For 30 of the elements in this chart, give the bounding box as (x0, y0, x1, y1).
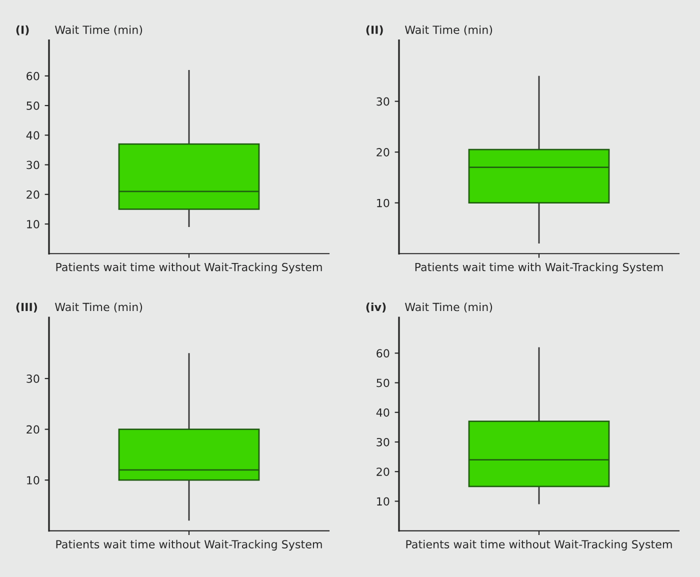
y-tick-label: 30 (26, 374, 40, 383)
chart-title: (III) (16, 302, 38, 312)
y-tick-label: 20 (26, 425, 40, 434)
x-tick-label: Patients wait time without Wait-Tracking System (56, 262, 322, 274)
y-tick-label: 10 (377, 497, 390, 506)
chart-title: (I) (16, 25, 29, 36)
y-tick-label: 60 (26, 72, 40, 80)
y-tick-label: 40 (376, 408, 390, 417)
y-tick-label: 60 (376, 349, 390, 358)
y-tick-label: 30 (376, 97, 390, 106)
x-tick-label: Patients wait time without Wait-Tracking System (56, 540, 322, 551)
y-tick-label: 40 (26, 131, 40, 140)
x-tick-label: Patients wait time without Wait-Tracking System (406, 540, 672, 551)
y-tick-label: 30 (376, 438, 390, 446)
y-axis-title: Wait Time (min) (404, 302, 492, 312)
y-axis-title: Wait Time (min) (54, 302, 142, 312)
y-axis-title: Wait Time (min) (54, 25, 142, 36)
y-tick-label: 10 (377, 198, 390, 208)
y-tick-label: 10 (27, 476, 40, 484)
x-tick-label: Patients wait time with Wait-Tracking System (415, 262, 663, 274)
chart-title: (iv) (366, 302, 386, 312)
y-tick-label: 10 (27, 220, 40, 228)
y-tick-label: 20 (376, 148, 390, 156)
chart-title: (II) (366, 25, 383, 36)
y-tick-label: 50 (26, 102, 40, 110)
y-tick-label: 20 (26, 190, 40, 199)
y-axis-title: Wait Time (min) (404, 25, 492, 36)
y-tick-label: 30 (26, 160, 40, 170)
y-tick-label: 50 (376, 378, 390, 388)
y-tick-label: 20 (376, 468, 390, 476)
